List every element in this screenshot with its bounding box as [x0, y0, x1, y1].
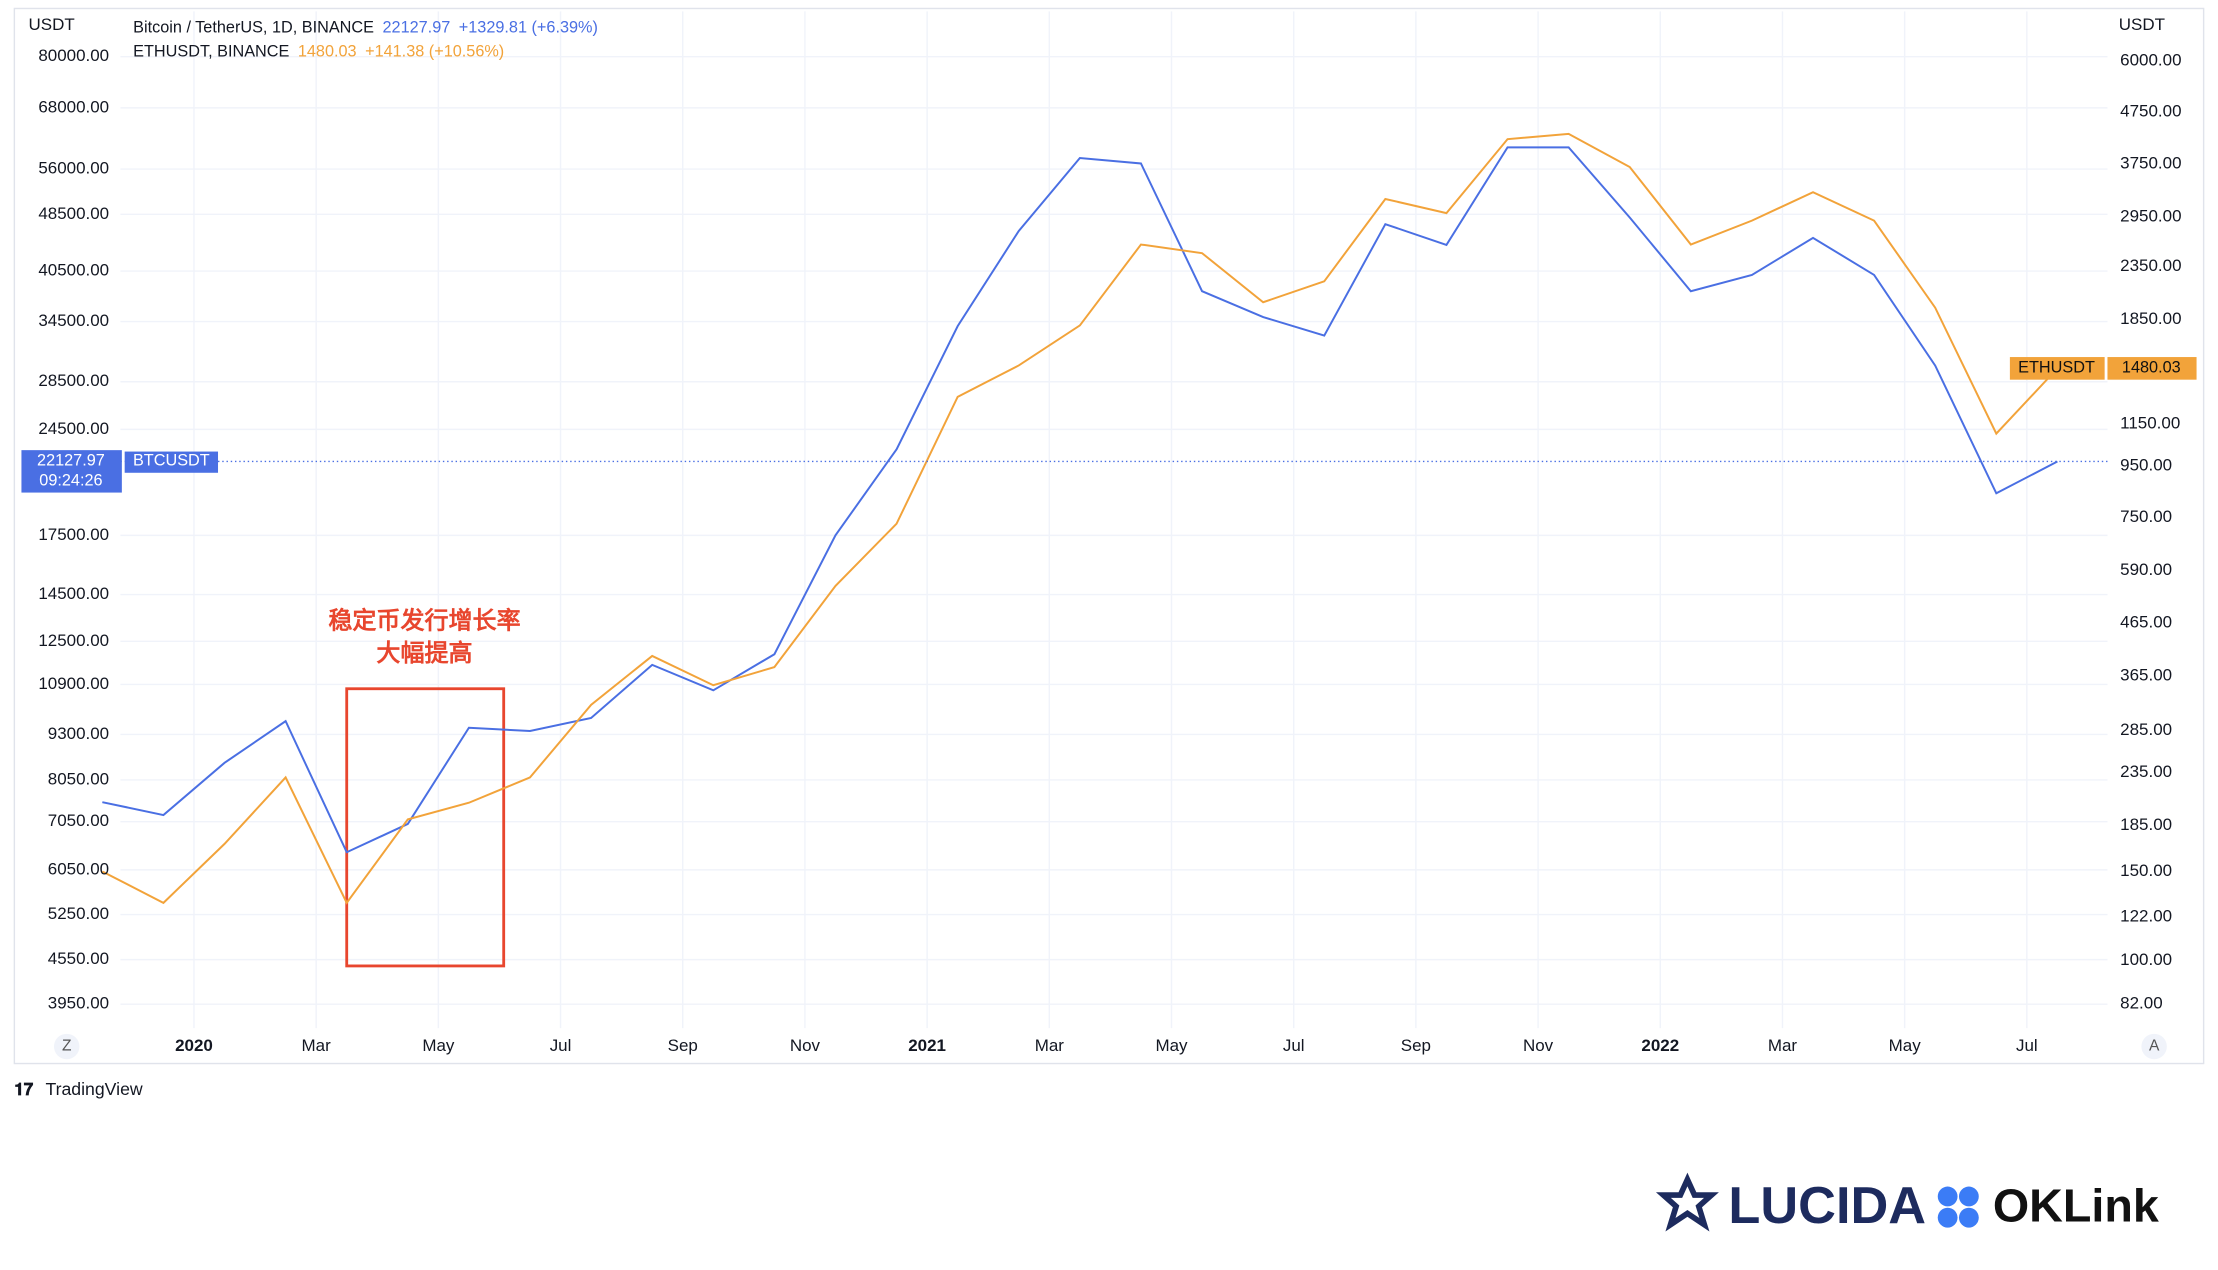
x-tick-label: Mar — [1035, 1036, 1065, 1055]
footer: TradingView — [45, 1079, 142, 1099]
scale-button-label[interactable]: Z — [62, 1038, 72, 1055]
logo: OKLink — [1993, 1180, 2159, 1232]
y-tick-label: 17500.00 — [38, 525, 109, 544]
y-tick-label: 8050.00 — [48, 769, 109, 788]
price-tag-value: 22127.97 — [37, 452, 105, 470]
legend-change: +141.38 (+10.56%) — [365, 43, 504, 61]
y2-tick-label: 3750.00 — [2120, 154, 2181, 173]
series-tag-label: BTCUSDT — [133, 452, 210, 470]
x-tick-label: Sep — [1401, 1036, 1431, 1055]
x-tick-label: 2020 — [175, 1036, 213, 1055]
annotation: 大幅提高 — [376, 639, 472, 667]
legend-name: ETHUSDT, BINANCE — [133, 43, 289, 61]
y2-tick-label: 100.00 — [2120, 950, 2172, 969]
y2-tick-label: 365.00 — [2120, 665, 2172, 684]
price-tag-time: 09:24:26 — [39, 472, 102, 490]
annotation: 稳定币发行增长率 — [328, 607, 520, 635]
series-tag — [124, 451, 219, 473]
legend-price: 1480.03 — [298, 43, 357, 61]
scale-button[interactable] — [2141, 1033, 2167, 1060]
y2-tick-label: 590.00 — [2120, 560, 2172, 579]
y-tick-label: 24500.00 — [38, 419, 109, 438]
y-tick-label: 80000.00 — [38, 46, 109, 65]
y-tick-label: 40500.00 — [38, 261, 109, 280]
y-tick-label: 5250.00 — [48, 904, 109, 923]
plot — [101, 132, 2059, 905]
legend-price: 22127.97 — [382, 19, 450, 37]
series-tag-label: ETHUSDT — [2018, 359, 2095, 377]
lucida-icon — [1655, 1172, 1719, 1232]
y-tick-label: 7050.00 — [48, 811, 109, 830]
y-tick-label: 56000.00 — [38, 159, 109, 178]
y2-tick-label: 1150.00 — [2120, 413, 2180, 432]
y-tick-label: 9300.00 — [48, 724, 109, 743]
logo: LUCIDA — [1728, 1177, 1926, 1235]
y2-tick-label: 185.00 — [2120, 815, 2172, 834]
price-line — [102, 146, 2058, 854]
y-tick-label: 68000.00 — [38, 97, 109, 116]
series-tag — [2009, 357, 2105, 380]
oklink-icon — [1937, 1186, 1979, 1228]
y-tick-label: 28500.00 — [38, 371, 109, 390]
x-tick-label: Nov — [790, 1036, 821, 1055]
y-tick-label: 3950.00 — [48, 994, 109, 1013]
y2-tick-label: 465.00 — [2120, 612, 2172, 631]
y-tick-label: 4550.00 — [48, 949, 109, 968]
y-tick-label: 10900.00 — [38, 674, 109, 693]
price-line — [101, 132, 2059, 905]
x-tick-label: Sep — [668, 1036, 698, 1055]
x-tick-label: May — [1889, 1036, 1922, 1055]
x-tick-label: Jul — [550, 1036, 572, 1055]
y2-tick-label: 4750.00 — [2120, 102, 2181, 121]
x-tick-label: Jul — [1283, 1036, 1305, 1055]
tv-logo: 𝟏𝟕 — [14, 1080, 33, 1099]
y2-tick-label: 82.00 — [2120, 994, 2162, 1013]
y2-tick-label: 1850.00 — [2120, 309, 2181, 328]
x-tick-label: 2022 — [1641, 1036, 1679, 1055]
x-tick-label: Nov — [1523, 1036, 1554, 1055]
x-tick-label: Mar — [302, 1036, 332, 1055]
y2-tick-label: 285.00 — [2120, 720, 2172, 739]
x-tick-label: Mar — [1768, 1036, 1798, 1055]
x-tick-label: 2021 — [908, 1036, 946, 1055]
price-tag — [2107, 357, 2197, 380]
y-tick-label: 14500.00 — [38, 584, 109, 603]
x-tick-label: May — [1155, 1036, 1188, 1055]
y-tick-label: 6050.00 — [48, 859, 109, 878]
scale-button-label[interactable]: A — [2149, 1038, 2160, 1055]
scale-button[interactable] — [53, 1033, 80, 1060]
y2-tick-label: 122.00 — [2120, 906, 2172, 925]
axis-unit: USDT — [29, 15, 75, 34]
price-tag — [21, 450, 122, 493]
x-tick-label: Jul — [2016, 1036, 2038, 1055]
legend-change: +1329.81 (+6.39%) — [459, 19, 598, 37]
y2-tick-label: 6000.00 — [2120, 50, 2181, 69]
legend: Bitcoin / TetherUS, 1D, BINANCE 22127.97 +… — [133, 19, 598, 37]
y-tick-label: 48500.00 — [38, 204, 109, 223]
x-tick-label: May — [422, 1036, 455, 1055]
axis-unit: USDT — [2119, 15, 2165, 34]
y2-tick-label: 2950.00 — [2120, 206, 2181, 225]
price-tag-value: 1480.03 — [2122, 359, 2181, 377]
y-tick-label: 34500.00 — [38, 311, 109, 330]
legend: ETHUSDT, BINANCE 1480.03 +141.38 (+10.56%) — [133, 43, 504, 61]
y2-tick-label: 150.00 — [2120, 861, 2172, 880]
grid — [120, 11, 2108, 1029]
legend-name: Bitcoin / TetherUS, 1D, BINANCE — [133, 19, 374, 37]
y2-tick-label: 750.00 — [2120, 507, 2172, 526]
highlight-box — [345, 687, 506, 968]
y2-tick-label: 2350.00 — [2120, 256, 2181, 275]
y-tick-label: 12500.00 — [38, 631, 109, 650]
y2-tick-label: 235.00 — [2120, 762, 2172, 781]
y2-tick-label: 950.00 — [2120, 455, 2172, 474]
